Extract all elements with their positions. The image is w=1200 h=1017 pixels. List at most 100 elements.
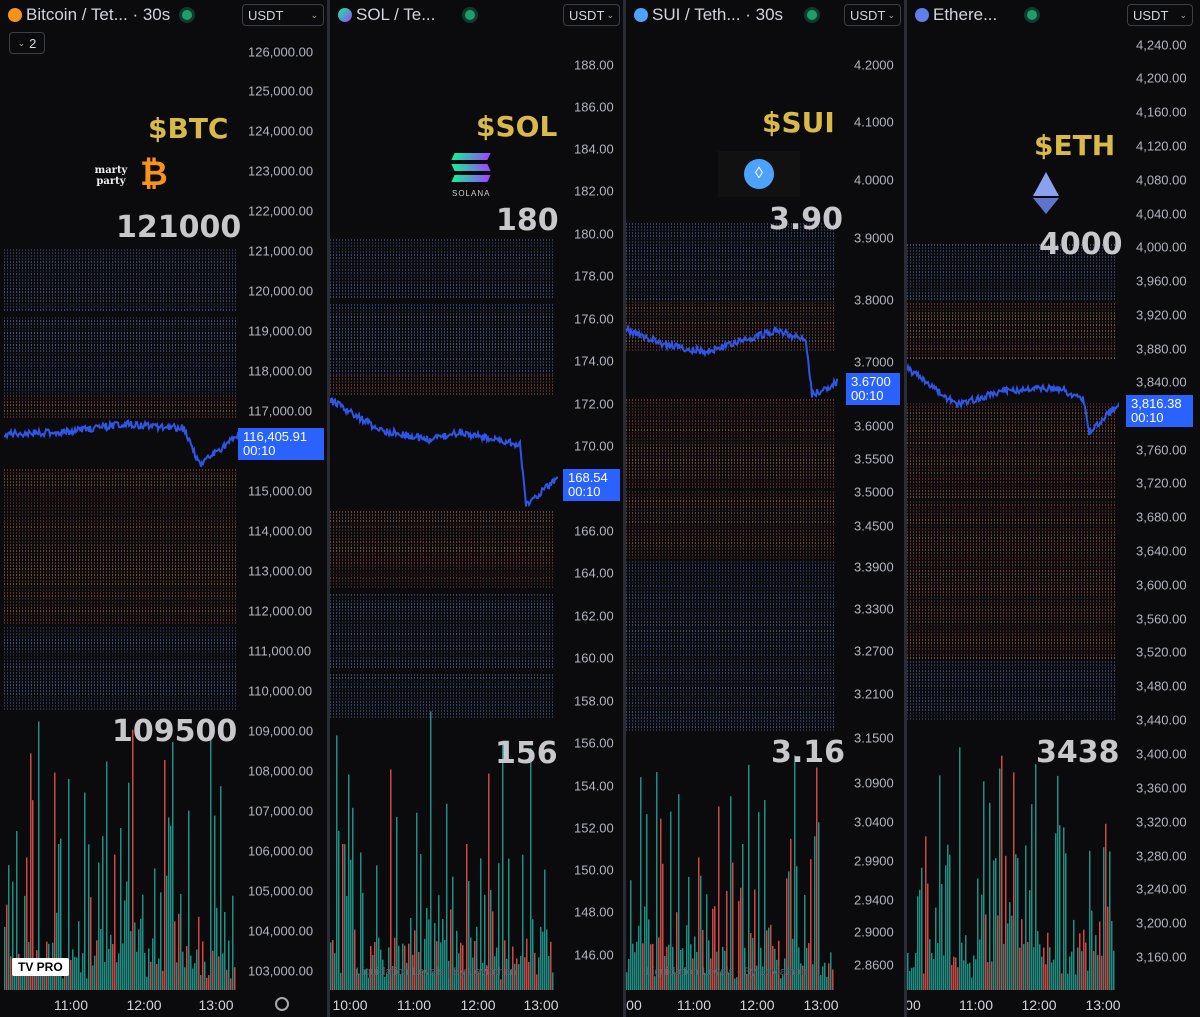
volume-bar xyxy=(792,938,794,990)
time-axis-eth[interactable]: :00 11:00 12:00 13:00 xyxy=(907,995,1121,1017)
volume-bar xyxy=(738,901,740,990)
volume-bar xyxy=(1017,858,1019,990)
volume-bar xyxy=(56,912,58,990)
market-open-icon xyxy=(465,10,476,20)
price-tick-label: 112,000.00 xyxy=(248,603,313,619)
time-tick-label: 11:00 xyxy=(959,997,993,1013)
volume-bar xyxy=(156,964,158,990)
last-price: 3.6700 xyxy=(851,374,891,389)
symbol-title[interactable]: Bitcoin / Tet... · 30s xyxy=(26,5,171,24)
time-axis-btc[interactable]: 11:00 12:00 13:00 xyxy=(0,995,240,1017)
volume-bar xyxy=(60,838,62,990)
volume-bar xyxy=(482,962,484,990)
volume-bar xyxy=(957,967,959,990)
time-tick-label: 12:00 xyxy=(126,997,162,1013)
currency-select[interactable]: USDT ⌄ xyxy=(563,4,620,26)
volume-bar xyxy=(810,859,812,990)
gear-icon[interactable] xyxy=(275,997,289,1011)
bar-countdown: 00:10 xyxy=(851,388,884,403)
volume-bar xyxy=(1009,902,1011,990)
price-tick-label: 176.00 xyxy=(574,311,614,327)
volume-bar xyxy=(210,731,212,990)
volume-bar xyxy=(1065,853,1067,990)
price-tick-label: 3,600.00 xyxy=(1136,577,1187,593)
volume-bar xyxy=(754,889,756,990)
volume-bar xyxy=(712,908,714,990)
volume-bar xyxy=(190,955,192,990)
symbol-title[interactable]: SUI / Teth... · 30s xyxy=(652,5,784,24)
price-tick-label: 125,000.00 xyxy=(248,83,314,99)
volume-bar xyxy=(532,919,534,990)
volume-bar xyxy=(969,962,971,990)
price-tick-label: 3,960.00 xyxy=(1136,273,1187,289)
price-axis-eth[interactable]: 4,240.00 4,200.00 4,160.00 4,120.00 4,080.00… xyxy=(1132,0,1198,1017)
chart-plot-sol[interactable] xyxy=(330,30,558,990)
panel-divider[interactable] xyxy=(904,0,907,1017)
volume-bar xyxy=(412,954,414,990)
volume-bar xyxy=(186,945,188,990)
price-axis-sui[interactable]: 4.2000 4.1000 4.0000 3.9000 3.8000 3.7000 3.60… xyxy=(850,0,902,1017)
volume-bar xyxy=(1037,931,1039,990)
volume-bar xyxy=(1061,973,1063,990)
price-tick-label: 105,000.00 xyxy=(248,883,314,899)
symbol-title[interactable]: SOL / Te... xyxy=(356,5,436,24)
volume-bar xyxy=(716,951,718,990)
chevron-down-icon: ⌄ xyxy=(606,9,614,20)
level-high-label: 121000 xyxy=(116,210,242,245)
volume-bar xyxy=(426,907,428,990)
panel-divider[interactable] xyxy=(327,0,330,1017)
chart-plot-eth[interactable] xyxy=(907,30,1119,990)
volume-bar xyxy=(1099,921,1101,990)
volume-bar xyxy=(518,964,520,990)
bar-countdown: 00:10 xyxy=(243,443,276,458)
price-tick-label: 2.9000 xyxy=(854,924,894,940)
currency-select[interactable]: USDT ⌄ xyxy=(844,4,901,26)
symbol-header-eth[interactable]: Ethere... xyxy=(907,0,1038,30)
volume-bar xyxy=(762,966,764,990)
symbol-header-btc[interactable]: Bitcoin / Tet... · 30s xyxy=(0,0,193,30)
volume-bar xyxy=(778,940,780,990)
volume-bar xyxy=(652,943,654,990)
volume-bar xyxy=(724,950,726,990)
volume-bar xyxy=(664,955,666,990)
price-tick-label: 4,000.00 xyxy=(1136,239,1187,255)
volume-bar xyxy=(814,836,816,990)
price-axis-sol[interactable]: 188.00 186.00 184.00 182.00 180.00 178.00 176.… xyxy=(570,0,622,1017)
volume-bar xyxy=(674,972,676,990)
ticker-label: $BTC xyxy=(148,112,229,145)
symbol-title[interactable]: Ethere... xyxy=(933,5,998,24)
volume-bar xyxy=(684,967,686,990)
volume-bar xyxy=(1059,825,1061,990)
chevron-down-icon: ⌄ xyxy=(310,9,318,20)
volume-bar xyxy=(999,768,1001,990)
time-axis-sui[interactable]: :00 11:00 12:00 13:00 xyxy=(626,995,839,1017)
indicator-collapse-button[interactable]: ⌄ 2 xyxy=(9,32,45,54)
volume-bar xyxy=(484,894,486,990)
chart-plot-sui[interactable] xyxy=(626,30,838,990)
symbol-header-sol[interactable]: SOL / Te... xyxy=(330,0,476,30)
panel-divider[interactable] xyxy=(623,0,626,1017)
volume-bar xyxy=(128,782,130,990)
time-axis-sol[interactable]: 10:00 11:00 12:00 13:00 xyxy=(330,995,560,1017)
tradingview-logo: TV PRO xyxy=(12,958,69,976)
currency-label: USDT xyxy=(569,7,605,23)
bitcoin-logo-icon: ₿ xyxy=(140,155,168,193)
volume-bar xyxy=(16,830,18,990)
price-axis-btc[interactable]: 126,000.00 125,000.00 124,000.00 123,000.00… xyxy=(244,0,324,1017)
currency-select[interactable]: USDT ⌄ xyxy=(1127,4,1193,26)
currency-select[interactable]: USDT ⌄ xyxy=(242,4,324,26)
price-tick-label: 164.00 xyxy=(574,565,614,581)
volume-bar xyxy=(472,957,474,990)
price-tick-label: 106,000.00 xyxy=(248,843,314,859)
market-open-icon xyxy=(1027,10,1038,20)
price-tick-label: 2.9400 xyxy=(854,892,894,908)
volume-bar xyxy=(766,930,768,990)
volume-bar xyxy=(1001,755,1003,990)
volume-bar xyxy=(154,868,156,990)
volume-bar xyxy=(198,916,200,990)
volume-bar xyxy=(818,822,820,990)
price-tick-label: 174.00 xyxy=(574,353,614,369)
volume-bar xyxy=(764,800,766,990)
symbol-header-sui[interactable]: SUI / Teth... · 30s xyxy=(626,0,818,30)
volume-bar xyxy=(424,938,426,990)
